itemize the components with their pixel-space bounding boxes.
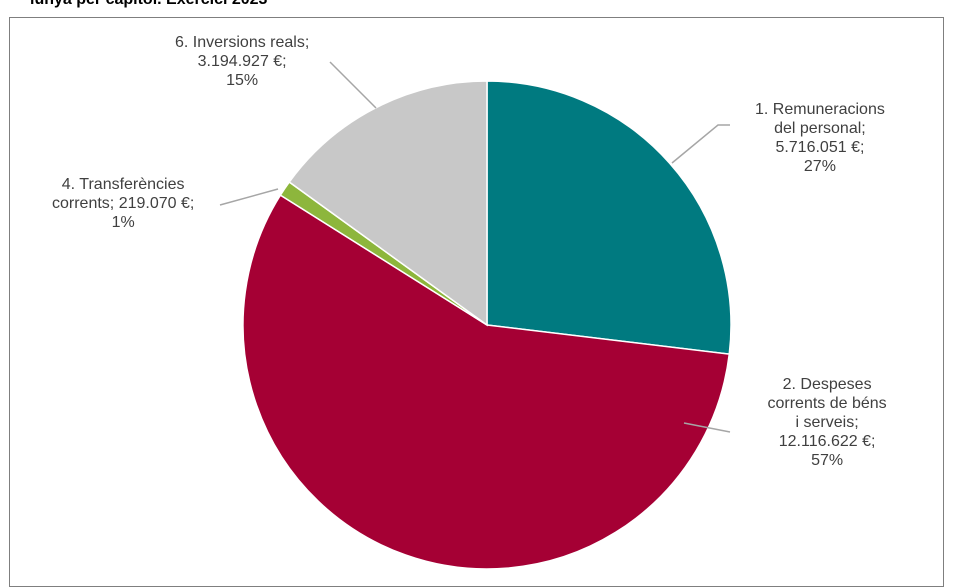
slice-label-line: 1% xyxy=(111,214,135,231)
slice-label-line: corrents; 219.070 €; xyxy=(52,195,195,212)
slice-label-line: 57% xyxy=(811,452,844,469)
slice-label-line: 3.194.927 €; xyxy=(197,53,287,70)
slice-label-line: i serveis; xyxy=(795,414,859,431)
pie-slice-1 xyxy=(486,80,732,355)
slice-label-line: corrents de béns xyxy=(767,395,887,412)
slice-label-line: 2. Despeses xyxy=(782,376,872,393)
leader-line-2 xyxy=(683,422,731,433)
chart-title: lunya per capítol. Exercici 2023 xyxy=(30,0,267,9)
leader-line-3 xyxy=(219,188,279,206)
leader-line-4 xyxy=(329,61,377,109)
slice-label-line: 6. Inversions reals; xyxy=(175,34,310,51)
slice-label-line: 15% xyxy=(226,72,259,89)
slice-label-line: 4. Transferències xyxy=(61,176,185,193)
slice-label-line: del personal; xyxy=(774,120,866,137)
slice-label-line: 12.116.622 €; xyxy=(778,433,876,450)
pie-slice-2 xyxy=(242,194,731,570)
slice-label-2: 2. Despeses corrents de béns i serveis; 12.… xyxy=(768,375,887,470)
slice-label-line: 5.716.051 €; xyxy=(775,139,865,156)
slice-label-line: 1. Remuneracions xyxy=(755,101,885,118)
leader-line-1 xyxy=(671,124,730,164)
slice-label-line: 27% xyxy=(803,158,836,175)
slice-label-1: 1. Remuneracions del personal; 5.716.051 €… xyxy=(755,100,885,176)
slice-label-3: 4. Transferències corrents; 219.070 €; 1% xyxy=(52,175,194,232)
slice-label-4: 6. Inversions reals; 3.194.927 €; 15% xyxy=(175,33,309,90)
